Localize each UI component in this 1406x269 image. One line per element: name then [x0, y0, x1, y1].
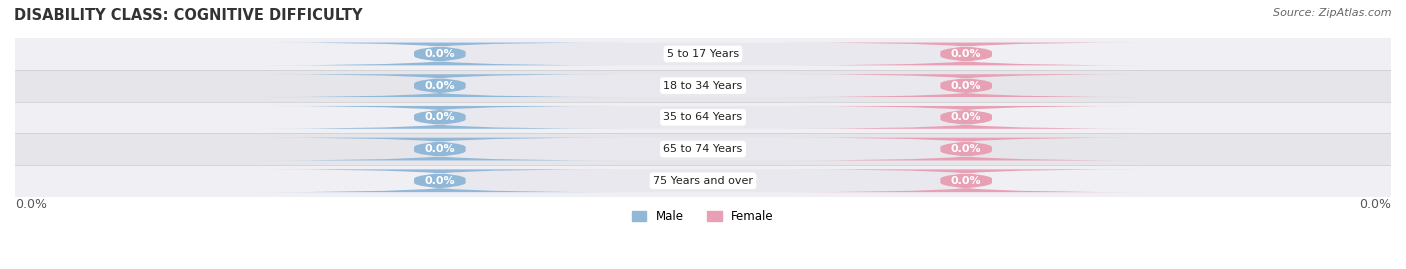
Bar — [15, 38, 1391, 70]
FancyBboxPatch shape — [413, 74, 993, 97]
Text: 18 to 34 Years: 18 to 34 Years — [664, 81, 742, 91]
Bar — [15, 133, 1391, 165]
Text: 0.0%: 0.0% — [425, 176, 456, 186]
FancyBboxPatch shape — [413, 169, 993, 192]
FancyBboxPatch shape — [786, 74, 1147, 97]
Text: 5 to 17 Years: 5 to 17 Years — [666, 49, 740, 59]
Text: 0.0%: 0.0% — [950, 49, 981, 59]
FancyBboxPatch shape — [259, 106, 620, 129]
Legend: Male, Female: Male, Female — [627, 206, 779, 228]
Text: 0.0%: 0.0% — [1360, 198, 1391, 211]
FancyBboxPatch shape — [259, 138, 620, 161]
Text: 0.0%: 0.0% — [425, 81, 456, 91]
Text: Source: ZipAtlas.com: Source: ZipAtlas.com — [1274, 8, 1392, 18]
Text: 0.0%: 0.0% — [15, 198, 46, 211]
Bar — [15, 70, 1391, 101]
FancyBboxPatch shape — [413, 43, 993, 65]
FancyBboxPatch shape — [259, 43, 620, 65]
Text: DISABILITY CLASS: COGNITIVE DIFFICULTY: DISABILITY CLASS: COGNITIVE DIFFICULTY — [14, 8, 363, 23]
Text: 35 to 64 Years: 35 to 64 Years — [664, 112, 742, 122]
Text: 65 to 74 Years: 65 to 74 Years — [664, 144, 742, 154]
FancyBboxPatch shape — [413, 106, 993, 129]
Text: 0.0%: 0.0% — [950, 112, 981, 122]
FancyBboxPatch shape — [786, 43, 1147, 65]
FancyBboxPatch shape — [786, 169, 1147, 192]
FancyBboxPatch shape — [259, 74, 620, 97]
Text: 0.0%: 0.0% — [425, 112, 456, 122]
Text: 0.0%: 0.0% — [950, 176, 981, 186]
Text: 0.0%: 0.0% — [950, 81, 981, 91]
FancyBboxPatch shape — [413, 138, 993, 161]
FancyBboxPatch shape — [259, 169, 620, 192]
FancyBboxPatch shape — [786, 106, 1147, 129]
Bar — [15, 165, 1391, 197]
Text: 75 Years and over: 75 Years and over — [652, 176, 754, 186]
FancyBboxPatch shape — [786, 138, 1147, 161]
Text: 0.0%: 0.0% — [425, 49, 456, 59]
Bar — [15, 101, 1391, 133]
Text: 0.0%: 0.0% — [950, 144, 981, 154]
Text: 0.0%: 0.0% — [425, 144, 456, 154]
